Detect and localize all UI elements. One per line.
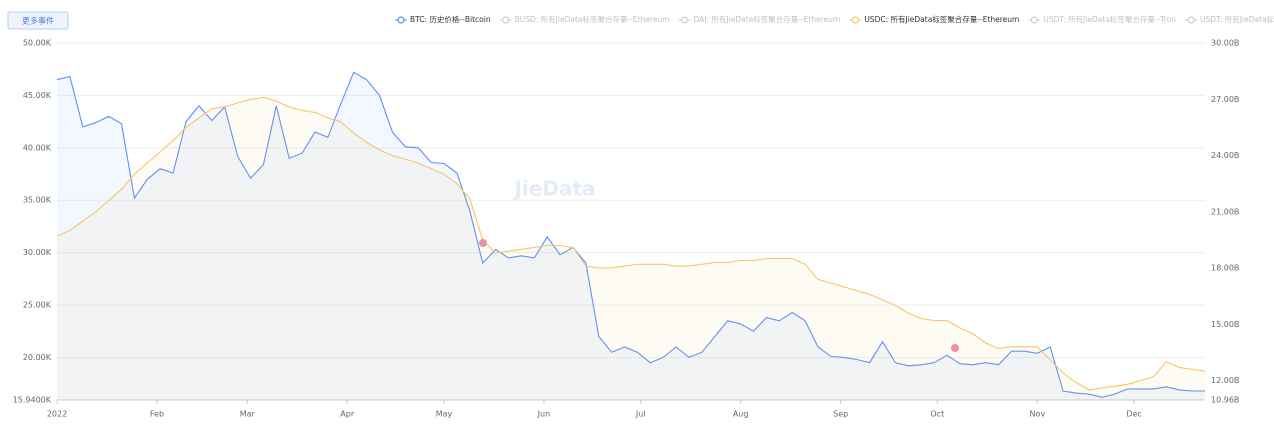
x-tick-label: 2022 bbox=[47, 410, 67, 419]
y-tick-label: 25.00K bbox=[23, 301, 52, 310]
y2-tick-label: 30.00B bbox=[1211, 39, 1239, 48]
series-area bbox=[57, 72, 1205, 401]
watermark: JieData bbox=[512, 177, 595, 201]
x-tick-label: Dec bbox=[1126, 410, 1141, 419]
event-pin-head[interactable] bbox=[479, 239, 487, 247]
event-pin-head[interactable] bbox=[951, 344, 959, 352]
x-tick-label: Sep bbox=[833, 410, 848, 419]
legend-swatch[interactable] bbox=[851, 16, 859, 24]
legend-item[interactable]: BUSD: 所有JieData标签聚合存量--Ethereum bbox=[499, 14, 670, 24]
y-tick-label: 30.00K bbox=[23, 248, 52, 257]
y2-tick-label: 12.00B bbox=[1211, 376, 1239, 385]
y-tick-label: 40.00K bbox=[23, 143, 52, 152]
legend-swatch[interactable] bbox=[501, 16, 510, 24]
y-tick-label: 20.00K bbox=[23, 353, 52, 362]
legend-label[interactable]: DAI: 所有JieData标签聚合存量--Ethereum bbox=[694, 14, 841, 24]
legend-label[interactable]: USDC: 所有JieData标签聚合存量--Ethereum bbox=[864, 14, 1019, 24]
legend: BTC: 历史价格--Bitcoin BUSD: 所有JieData标签聚合存量-… bbox=[395, 14, 1274, 24]
y2-tick-label: 21.00B bbox=[1211, 207, 1239, 216]
y2-tick-label: 10.96B bbox=[1211, 396, 1239, 405]
legend-swatch[interactable] bbox=[1187, 16, 1195, 24]
x-tick-label: May bbox=[436, 410, 453, 419]
event-pin[interactable] bbox=[951, 344, 959, 352]
y2-tick-label: 15.00B bbox=[1211, 320, 1239, 329]
legend-swatch[interactable] bbox=[1030, 16, 1038, 24]
series-line bbox=[56, 71, 1205, 398]
legend-label[interactable]: USDT: 所有JieData标签聚合存量--Tron bbox=[1043, 14, 1176, 24]
x-tick-label: Jul bbox=[635, 410, 646, 419]
x-tick-label: Oct bbox=[930, 410, 944, 419]
y-tick-label: 35.00K bbox=[23, 196, 52, 205]
legend-label[interactable]: BTC: 历史价格--Bitcoin bbox=[410, 14, 491, 24]
legend-item[interactable]: USDT: 所有JieData标签聚合存量--Ethereum bbox=[1185, 14, 1274, 24]
x-tick-label: Nov bbox=[1030, 410, 1046, 419]
button-box[interactable] bbox=[7, 11, 69, 30]
legend-swatch[interactable] bbox=[397, 16, 405, 24]
legend-item[interactable]: BTC: 历史价格--Bitcoin bbox=[395, 14, 491, 24]
plot-area: 15.9400K 20.00K 25.00K 30.00K 35.00K 40.00K 45… bbox=[13, 39, 1240, 419]
legend-item[interactable]: DAI: 所有JieData标签聚合存量--Ethereum bbox=[678, 14, 841, 24]
x-tick-label: Jun bbox=[537, 410, 551, 419]
y2-tick-label: 27.00B bbox=[1211, 95, 1239, 104]
y-tick-label: 15.9400K bbox=[13, 396, 52, 405]
legend-swatch[interactable] bbox=[680, 16, 689, 24]
legend-label[interactable]: BUSD: 所有JieData标签聚合存量--Ethereum bbox=[515, 14, 670, 24]
more-events-button[interactable]: 更多事件 bbox=[7, 11, 69, 30]
x-tick-label: Mar bbox=[240, 410, 256, 419]
event-pin[interactable] bbox=[479, 239, 487, 247]
series-line bbox=[56, 96, 1206, 391]
legend-item[interactable]: USDC: 所有JieData标签聚合存量--Ethereum bbox=[849, 14, 1019, 24]
legend-label[interactable]: USDT: 所有JieData标签聚合存量--Ethereum bbox=[1200, 14, 1274, 24]
y2-tick-label: 18.00B bbox=[1211, 264, 1239, 273]
y-tick-label: 50.00K bbox=[23, 39, 52, 48]
series-area bbox=[57, 97, 1205, 401]
x-tick-label: Feb bbox=[150, 410, 164, 419]
x-tick-label: Apr bbox=[340, 410, 355, 419]
y2-tick-label: 24.00B bbox=[1211, 151, 1239, 160]
y-tick-label: 45.00K bbox=[23, 91, 52, 100]
button-label[interactable]: 更多事件 bbox=[22, 16, 54, 26]
legend-item[interactable]: USDT: 所有JieData标签聚合存量--Tron bbox=[1028, 14, 1176, 24]
x-tick-label: Aug bbox=[733, 410, 749, 419]
